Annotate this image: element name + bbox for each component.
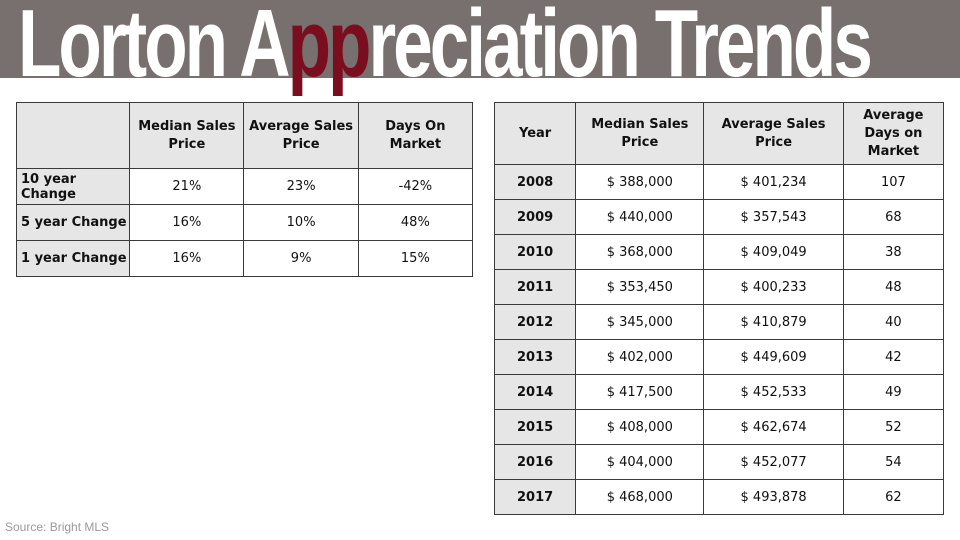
yearly-days-cell: 42 <box>842 339 945 375</box>
summary-cell: 9% <box>243 240 359 277</box>
yearly-row: 2013 $ 402,000 $ 449,609 42 <box>493 339 945 375</box>
yearly-header-cell: Average Sales Price <box>703 102 844 165</box>
summary-cell: 23% <box>243 168 359 205</box>
summary-header-cell: Median Sales Price <box>129 102 245 169</box>
yearly-days-cell: 52 <box>842 409 945 445</box>
change-summary-table: Median Sales Price Average Sales Price D… <box>15 102 474 277</box>
yearly-average-cell: $ 493,878 <box>703 479 844 515</box>
page-title: Lorton Appreciation Trends <box>18 0 873 97</box>
summary-row: 5 year Change 16% 10% 48% <box>15 204 474 241</box>
yearly-header-row: Year Median Sales Price Average Sales Pr… <box>493 102 945 165</box>
yearly-year-cell: 2010 <box>493 234 577 270</box>
yearly-row: 2017 $ 468,000 $ 493,878 62 <box>493 479 945 515</box>
summary-row-label: 10 year Change <box>15 168 131 205</box>
yearly-days-cell: 54 <box>842 444 945 480</box>
summary-header-row: Median Sales Price Average Sales Price D… <box>15 102 474 169</box>
yearly-row: 2008 $ 388,000 $ 401,234 107 <box>493 164 945 200</box>
summary-header-cell: Average Sales Price <box>243 102 359 169</box>
yearly-year-cell: 2014 <box>493 374 577 410</box>
yearly-days-cell: 38 <box>842 234 945 270</box>
yearly-average-cell: $ 410,879 <box>703 304 844 340</box>
yearly-days-cell: 68 <box>842 199 945 235</box>
yearly-days-cell: 40 <box>842 304 945 340</box>
yearly-average-cell: $ 462,674 <box>703 409 844 445</box>
summary-header-cell <box>15 102 131 169</box>
yearly-row: 2009 $ 440,000 $ 357,543 68 <box>493 199 945 235</box>
yearly-average-cell: $ 401,234 <box>703 164 844 200</box>
yearly-year-cell: 2011 <box>493 269 577 305</box>
yearly-days-cell: 62 <box>842 479 945 515</box>
yearly-average-cell: $ 409,049 <box>703 234 844 270</box>
summary-cell: 21% <box>129 168 245 205</box>
summary-cell: 16% <box>129 240 245 277</box>
yearly-year-cell: 2012 <box>493 304 577 340</box>
summary-header-cell: Days On Market <box>357 102 474 169</box>
yearly-header-cell: Year <box>493 102 577 165</box>
yearly-average-cell: $ 400,233 <box>703 269 844 305</box>
yearly-average-cell: $ 357,543 <box>703 199 844 235</box>
source-note: Source: Bright MLS <box>5 520 110 534</box>
yearly-header-cell: Median Sales Price <box>575 102 705 165</box>
yearly-row: 2012 $ 345,000 $ 410,879 40 <box>493 304 945 340</box>
summary-cell: 15% <box>357 240 474 277</box>
yearly-median-cell: $ 404,000 <box>575 444 705 480</box>
yearly-median-cell: $ 368,000 <box>575 234 705 270</box>
yearly-row: 2011 $ 353,450 $ 400,233 48 <box>493 269 945 305</box>
yearly-days-cell: 107 <box>842 164 945 200</box>
summary-row: 1 year Change 16% 9% 15% <box>15 240 474 277</box>
yearly-median-cell: $ 440,000 <box>575 199 705 235</box>
summary-cell: -42% <box>357 168 474 205</box>
yearly-median-cell: $ 417,500 <box>575 374 705 410</box>
yearly-average-cell: $ 452,533 <box>703 374 844 410</box>
yearly-median-cell: $ 468,000 <box>575 479 705 515</box>
summary-cell: 10% <box>243 204 359 241</box>
summary-row-label: 5 year Change <box>15 204 131 241</box>
yearly-average-cell: $ 449,609 <box>703 339 844 375</box>
title-bar <box>0 0 960 78</box>
title-part-post: reciation Trends <box>368 0 872 97</box>
yearly-median-cell: $ 408,000 <box>575 409 705 445</box>
yearly-row: 2015 $ 408,000 $ 462,674 52 <box>493 409 945 445</box>
yearly-average-cell: $ 452,077 <box>703 444 844 480</box>
yearly-median-cell: $ 353,450 <box>575 269 705 305</box>
title-part-pre: Lorton A <box>18 0 291 97</box>
yearly-median-cell: $ 388,000 <box>575 164 705 200</box>
yearly-median-cell: $ 402,000 <box>575 339 705 375</box>
yearly-row: 2014 $ 417,500 $ 452,533 49 <box>493 374 945 410</box>
summary-row: 10 year Change 21% 23% -42% <box>15 168 474 205</box>
yearly-year-cell: 2017 <box>493 479 577 515</box>
yearly-days-cell: 49 <box>842 374 945 410</box>
yearly-year-cell: 2009 <box>493 199 577 235</box>
yearly-year-cell: 2016 <box>493 444 577 480</box>
yearly-year-cell: 2008 <box>493 164 577 200</box>
yearly-row: 2010 $ 368,000 $ 409,049 38 <box>493 234 945 270</box>
summary-cell: 48% <box>357 204 474 241</box>
summary-row-label: 1 year Change <box>15 240 131 277</box>
yearly-trends-table: Year Median Sales Price Average Sales Pr… <box>493 102 945 515</box>
yearly-row: 2016 $ 404,000 $ 452,077 54 <box>493 444 945 480</box>
title-part-accent: pp <box>287 0 372 97</box>
yearly-days-cell: 48 <box>842 269 945 305</box>
yearly-year-cell: 2015 <box>493 409 577 445</box>
yearly-median-cell: $ 345,000 <box>575 304 705 340</box>
summary-cell: 16% <box>129 204 245 241</box>
yearly-year-cell: 2013 <box>493 339 577 375</box>
yearly-header-cell: Average Days on Market <box>842 102 945 165</box>
